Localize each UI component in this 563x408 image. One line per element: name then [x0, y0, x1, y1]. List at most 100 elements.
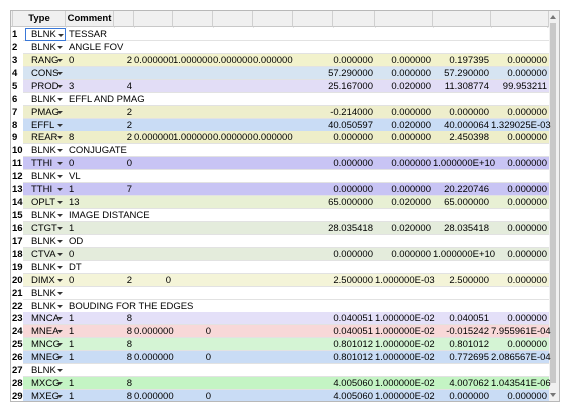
editor-row[interactable]: 12 BLNK VL	[11, 170, 549, 184]
editor-row[interactable]: 18 CTVA 0 0.000000 0.000000 1.000000E+10 0.000…	[11, 247, 549, 261]
type-cell[interactable]: MNEG	[25, 351, 66, 364]
dropdown-arrow[interactable]	[57, 252, 63, 256]
type-cell[interactable]: BLNK	[25, 287, 66, 300]
column-header[interactable]: Comment	[66, 11, 114, 27]
editor-row[interactable]: 3 RANG 0 2 0.000000 1.000000 0.000000 0.000000 0…	[11, 53, 549, 67]
type-cell[interactable]: TTHI	[25, 157, 66, 170]
dropdown-arrow[interactable]	[57, 343, 63, 347]
type-cell[interactable]: CONS	[25, 67, 66, 80]
dropdown-arrow[interactable]	[57, 239, 63, 243]
dropdown-arrow[interactable]	[57, 123, 63, 127]
type-cell[interactable]: CTGT	[25, 222, 66, 235]
dropdown-arrow[interactable]	[57, 382, 63, 386]
dropdown-arrow[interactable]	[57, 395, 63, 399]
dropdown-arrow[interactable]	[57, 188, 63, 192]
dropdown-arrow[interactable]	[57, 265, 63, 269]
dropdown-arrow[interactable]	[57, 291, 63, 295]
type-cell[interactable]: PMAG	[25, 106, 66, 119]
column-header[interactable]	[213, 11, 253, 27]
dropdown-arrow[interactable]	[57, 45, 63, 49]
type-cell[interactable]: MNEA	[25, 325, 66, 338]
scroll-up[interactable]	[550, 15, 556, 19]
type-cell[interactable]: BLNK	[25, 144, 66, 157]
column-header[interactable]	[114, 11, 134, 27]
editor-row[interactable]: 4 CONS 57.290000 0.000000 57.290000 0.000000	[11, 66, 549, 80]
editor-row[interactable]: 6 BLNK EFFL AND PMAG	[11, 92, 549, 106]
editor-row[interactable]: 16 CTGT 1 28.035418 0.020000 28.035418 0.00000…	[11, 221, 549, 235]
type-cell[interactable]: DIMX	[25, 274, 66, 287]
column-header[interactable]	[293, 11, 333, 27]
editor-row[interactable]: 10 BLNK CONJUGATE	[11, 144, 549, 158]
editor-row[interactable]: 22 BLNK BOUDING FOR THE EDGES	[11, 299, 549, 313]
type-cell[interactable]: OPLT	[25, 196, 66, 209]
dropdown-arrow[interactable]	[57, 330, 63, 334]
dropdown-arrow[interactable]	[57, 136, 63, 140]
type-cell[interactable]: MNCG	[25, 338, 66, 351]
dropdown-arrow[interactable]	[57, 214, 63, 218]
type-cell[interactable]: BLNK	[25, 170, 66, 183]
dropdown-arrow[interactable]	[57, 58, 63, 62]
type-cell[interactable]: REAR	[25, 131, 66, 144]
type-cell[interactable]: MXCG	[25, 377, 66, 390]
type-cell[interactable]: BLNK	[25, 93, 66, 106]
editor-row[interactable]: 21 BLNK	[11, 286, 549, 300]
column-header[interactable]	[433, 11, 491, 27]
editor-row[interactable]: 1 BLNK TESSAR	[11, 28, 549, 41]
type-cell[interactable]: BLNK	[25, 28, 66, 41]
dropdown-arrow[interactable]	[57, 278, 63, 282]
dropdown-arrow[interactable]	[57, 356, 63, 360]
column-header[interactable]	[173, 11, 213, 27]
dropdown-arrow[interactable]	[57, 97, 63, 101]
scroll-thumb[interactable]	[550, 23, 556, 383]
editor-row[interactable]: 5 PROD 3 4 25.167000 0.020000 11.308774 99.9532…	[11, 79, 549, 93]
editor-row[interactable]: 27 BLNK	[11, 364, 549, 378]
editor-row[interactable]: 14 OPLT 13 65.000000 0.020000 65.000000 0.0000…	[11, 196, 549, 210]
column-header[interactable]	[333, 11, 375, 27]
editor-row[interactable]: 24 MNEA 1 8 0.000000 0 0.040051 1.000000E-02 -0.…	[11, 325, 551, 339]
type-cell[interactable]: MXEG	[25, 390, 66, 401]
editor-row[interactable]: 2 BLNK ANGLE FOV	[11, 40, 549, 54]
editor-row[interactable]: 17 BLNK OD	[11, 234, 549, 248]
editor-row[interactable]: 7 PMAG 2 -0.214000 0.000000 0.000000 0.000000	[11, 105, 549, 119]
column-header[interactable]	[253, 11, 293, 27]
editor-row[interactable]: 9 REAR 8 2 0.000000 1.000000 0.000000 0.000000 0…	[11, 131, 549, 145]
editor-row[interactable]: 25 MNCG 1 8 0.801012 1.000000E-02 0.801012 0.00…	[11, 338, 549, 352]
dropdown-arrow[interactable]	[57, 84, 63, 88]
type-cell[interactable]: MNCA	[25, 312, 66, 325]
type-cell[interactable]: CTVA	[25, 248, 66, 261]
type-cell[interactable]: EFFL	[25, 119, 66, 132]
dropdown-arrow[interactable]	[57, 110, 63, 114]
editor-row[interactable]: 26 MNEG 1 8 0.000000 0 0.801012 1.000000E-02 0.7…	[11, 351, 551, 365]
type-cell[interactable]: BLNK	[25, 235, 66, 248]
column-header[interactable]	[134, 11, 173, 27]
scroll-down[interactable]	[550, 393, 556, 397]
dropdown-arrow[interactable]	[58, 34, 64, 37]
type-cell[interactable]: PROD	[25, 80, 66, 93]
editor-row[interactable]: 29 MXEG 1 8 0.000000 0 4.005060 1.000000E-02 0.0…	[11, 390, 549, 401]
dropdown-arrow[interactable]	[57, 149, 63, 153]
editor-row[interactable]: 28 MXCG 1 8 4.005060 1.000000E-02 4.007062 1.04…	[11, 377, 551, 391]
column-header[interactable]	[491, 11, 549, 27]
column-header[interactable]: Type	[13, 11, 66, 27]
dropdown-arrow[interactable]	[57, 71, 63, 75]
editor-row[interactable]: 19 BLNK DT	[11, 260, 549, 274]
column-header[interactable]	[375, 11, 433, 27]
dropdown-arrow[interactable]	[57, 175, 63, 179]
dropdown-arrow[interactable]	[57, 162, 63, 166]
editor-row[interactable]: 23 MNCA 1 8 0.040051 1.000000E-02 0.040051 0.00…	[11, 312, 549, 326]
dropdown-arrow[interactable]	[57, 304, 63, 308]
type-cell[interactable]: BLNK	[25, 209, 66, 222]
dropdown-arrow[interactable]	[57, 226, 63, 230]
column-header[interactable]	[11, 11, 13, 27]
type-cell[interactable]: BLNK	[25, 41, 66, 54]
editor-row[interactable]: 20 DIMX 0 2 0 2.500000 1.000000E-03 2.500000 0.0…	[11, 273, 549, 287]
type-cell[interactable]: BLNK	[25, 261, 66, 274]
editor-row[interactable]: 8 EFFL 2 40.050597 0.020000 40.000064 1.329025…	[11, 118, 551, 132]
type-cell[interactable]: BLNK	[25, 364, 66, 377]
editor-row[interactable]: 13 TTHI 1 7 0.000000 0.000000 20.220746 0.00000…	[11, 183, 549, 197]
dropdown-arrow[interactable]	[57, 369, 63, 373]
dropdown-arrow[interactable]	[57, 317, 63, 321]
dropdown-arrow[interactable]	[57, 201, 63, 205]
editor-row[interactable]: 11 TTHI 0 0 0.000000 0.000000 1.000000E+10 0.00…	[11, 157, 549, 171]
type-cell[interactable]: RANG	[25, 54, 66, 67]
